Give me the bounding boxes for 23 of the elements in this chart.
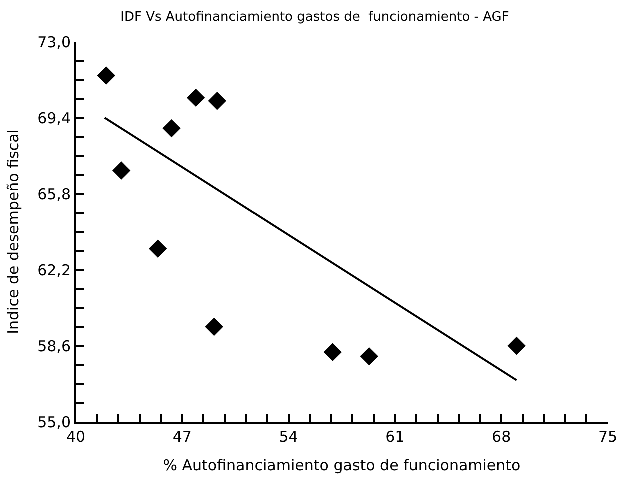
y-tick-label: 65,8 xyxy=(38,185,71,204)
point xyxy=(112,162,131,180)
y-tick-label: 69,4 xyxy=(38,109,71,128)
point xyxy=(205,318,224,336)
point xyxy=(148,240,168,258)
y-tick-label: 73,0 xyxy=(38,33,71,52)
y-tick-label: 58,6 xyxy=(38,337,71,356)
point xyxy=(162,119,181,138)
y-tick-label: 62,2 xyxy=(38,261,71,280)
x-axis-title: % Autofinanciamiento gasto de funcionamiento xyxy=(163,456,521,474)
point xyxy=(208,92,226,110)
point xyxy=(360,347,378,366)
point xyxy=(97,66,116,85)
x-tick-label: 54 xyxy=(279,428,298,446)
x-tick-label: 61 xyxy=(386,428,405,446)
point xyxy=(324,343,342,362)
x-tick-label: 68 xyxy=(492,428,512,446)
chart-title: IDF Vs Autofinanciamiento gastos de funcionamiento - AGF xyxy=(120,10,510,26)
point xyxy=(508,336,526,356)
point xyxy=(186,88,206,108)
x-tick-label: 47 xyxy=(172,428,192,446)
y-axis-title: Indice de desempeño fiscal xyxy=(4,130,22,334)
x-tick-label: 75 xyxy=(598,428,618,446)
